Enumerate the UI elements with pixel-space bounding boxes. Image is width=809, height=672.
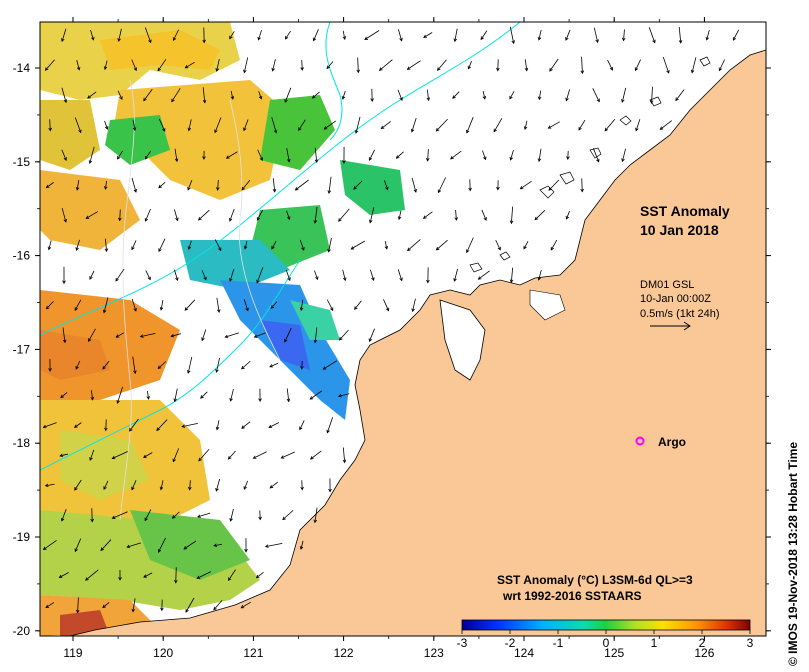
current-scale: 0.5m/s (1kt 24h) (640, 308, 719, 320)
sst-anomaly-field (40, 22, 405, 636)
map-date: 10 Jan 2018 (640, 222, 719, 238)
lon-tick-label: 122 (334, 646, 354, 660)
colorbar-title: SST Anomaly (°C) L3SM-6d QL>=3 (497, 573, 693, 587)
lon-tick-label: 123 (424, 646, 444, 660)
plot-area (40, 22, 766, 636)
colorbar-subtitle: wrt 1992-2016 SSTAARS (502, 589, 642, 603)
colorbar-tick-label: -1 (553, 636, 564, 650)
colorbar-tick-label: -2 (505, 636, 516, 650)
lon-tick-label: 125 (604, 646, 624, 660)
colorbar-tick-label: 3 (747, 636, 754, 650)
lat-tick-label: -20 (13, 624, 31, 638)
credit-text: © IMOS 19-Nov-2018 13:28 Hobart Time (786, 442, 800, 666)
lon-tick-label: 124 (514, 646, 534, 660)
lat-tick-label: -14 (13, 61, 31, 75)
lat-tick-label: -15 (13, 155, 31, 169)
lon-tick-label: 120 (153, 646, 173, 660)
argo-marker (635, 436, 645, 446)
lon-tick-label: 121 (243, 646, 263, 660)
land-mass (69, 22, 766, 636)
lon-axis: 119 120 121 122 123 124 125 126 (63, 17, 715, 660)
lat-tick-label: -16 (13, 249, 31, 263)
current-vectors (42, 26, 740, 614)
lat-tick-label: -18 (13, 436, 31, 450)
lat-tick-label: -17 (13, 342, 31, 356)
colorbar: SST Anomaly (°C) L3SM-6d QL>=3 wrt 1992-… (457, 573, 754, 650)
lon-tick-label: 126 (694, 646, 714, 660)
current-time: 10-Jan 00:00Z (640, 293, 711, 305)
colorbar-tick-label: 2 (699, 636, 706, 650)
lon-tick-label: 119 (63, 646, 82, 660)
lat-axis: -14 -15 -16 -17 -18 -19 -20 (13, 61, 771, 638)
current-source: DM01 GSL (640, 279, 694, 291)
lat-tick-label: -19 (13, 530, 31, 544)
colorbar-tick-label: 1 (651, 636, 658, 650)
colorbar-tick-label: -3 (457, 636, 468, 650)
argo-label: Argo (658, 435, 686, 449)
colorbar-ramp (461, 619, 751, 631)
plot-frame (39, 21, 767, 637)
islands (469, 56, 711, 273)
map-title: SST Anomaly (640, 203, 730, 219)
bathymetry-contours (40, 22, 521, 471)
scale-arrow (650, 321, 691, 331)
colorbar-tick-label: 0 (603, 636, 610, 650)
